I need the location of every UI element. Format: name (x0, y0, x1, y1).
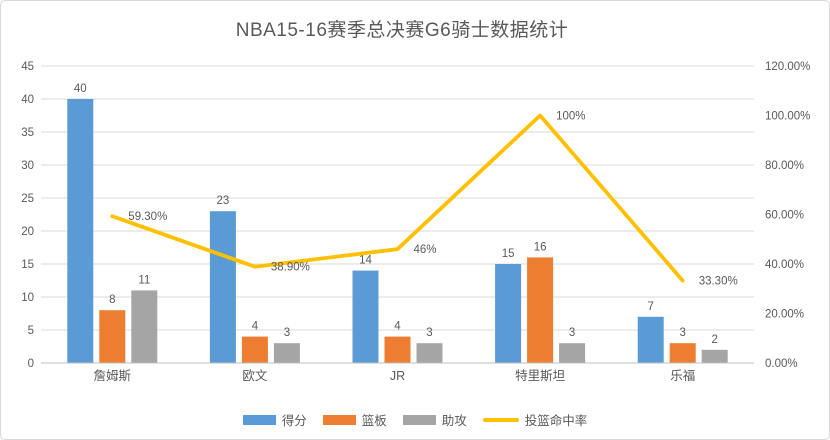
legend-item-assists: 助攻 (402, 410, 467, 429)
rebounds-value-label: 4 (252, 321, 259, 333)
points-value-label: 7 (647, 301, 653, 313)
bar-assists (559, 343, 586, 363)
legend-label-assists: 助攻 (441, 414, 467, 428)
bar-rebounds (669, 343, 696, 363)
y-axis-tick-label: 20 (21, 226, 34, 238)
fg-pct-point-label: 46% (414, 244, 437, 256)
assists-value-label: 3 (284, 327, 290, 339)
fg-pct-point-label: 38.90% (271, 262, 310, 274)
bar-points (67, 99, 94, 363)
assists-value-label: 11 (138, 274, 150, 286)
rebounds-value-label: 16 (534, 241, 547, 253)
bar-assists (273, 343, 300, 363)
bar-assists (131, 290, 158, 363)
legend-item-points: 得分 (242, 410, 307, 429)
x-axis-category-label: 特里斯坦 (515, 368, 565, 383)
y-axis-tick-label: 0 (28, 358, 34, 370)
points-value-label: 23 (217, 195, 230, 207)
y-axis-tick-label: 15 (21, 259, 34, 271)
fg-pct-line (110, 113, 685, 283)
y-axis-tick-label: 40 (21, 94, 34, 106)
legend-item-rebounds: 篮板 (322, 410, 387, 429)
points-value-label: 40 (74, 83, 87, 95)
legend-item-fg-pct: 投篮命中率 (482, 410, 588, 429)
x-axis-category-label: 詹姆斯 (94, 369, 132, 383)
y2-axis-tick-label: 120.00% (765, 61, 810, 73)
bar-rebounds (99, 310, 126, 363)
rebounds-value-label: 8 (109, 294, 115, 306)
y2-axis-tick-label: 20.00% (765, 309, 804, 321)
bar-rebounds (384, 336, 411, 363)
y2-axis-tick-label: 80.00% (765, 160, 804, 172)
y-axis-tick-label: 30 (21, 160, 34, 172)
assists-value-label: 3 (426, 327, 432, 339)
bar-rebounds (527, 257, 554, 363)
legend: 得分 篮板 助攻 投篮命中率 (1, 410, 829, 429)
legend-label-points: 得分 (281, 414, 307, 428)
legend-label-fg-pct: 投篮命中率 (524, 414, 588, 428)
x-axis-category-label: JR (390, 369, 405, 383)
points-legend-swatch (242, 414, 276, 425)
legend-label-rebounds: 篮板 (361, 414, 387, 428)
fg-pct-point-label: 100% (556, 111, 585, 123)
rebounds-value-label: 3 (679, 327, 685, 339)
bar-points (495, 264, 522, 363)
rebounds-legend-swatch (322, 414, 356, 425)
fg-pct-point-label: 59.30% (128, 211, 167, 223)
bar-assists (416, 343, 443, 363)
bar-rebounds (241, 336, 268, 363)
points-value-label: 15 (502, 248, 515, 260)
assists-legend-swatch (402, 414, 436, 425)
x-axis-category-label: 乐福 (670, 368, 695, 383)
y2-axis-tick-label: 100.00% (765, 111, 810, 123)
y-axis-tick-label: 45 (21, 61, 34, 73)
y-axis-tick-label: 25 (21, 193, 34, 205)
y2-axis-tick-label: 40.00% (765, 259, 804, 271)
bar-points (352, 270, 379, 363)
bar-points (637, 316, 664, 363)
bar-assists (701, 349, 728, 363)
assists-value-label: 3 (569, 327, 575, 339)
y2-axis-tick-label: 60.00% (765, 210, 804, 222)
fg-pct-point-label: 33.30% (699, 276, 738, 288)
points-value-label: 14 (359, 255, 372, 267)
x-axis-category-label: 欧文 (242, 368, 268, 383)
y-axis-tick-label: 5 (28, 325, 34, 337)
y2-axis-tick-label: 0.00% (765, 358, 798, 370)
fg-pct-legend-line-swatch (482, 417, 519, 422)
y-axis-tick-label: 10 (21, 292, 34, 304)
rebounds-value-label: 4 (394, 321, 401, 333)
y-axis-tick-label: 35 (21, 127, 34, 139)
chart-title: NBA15-16赛季总决赛G6骑士数据统计 (235, 20, 569, 41)
assists-value-label: 2 (711, 334, 717, 346)
bar-points (209, 211, 236, 363)
